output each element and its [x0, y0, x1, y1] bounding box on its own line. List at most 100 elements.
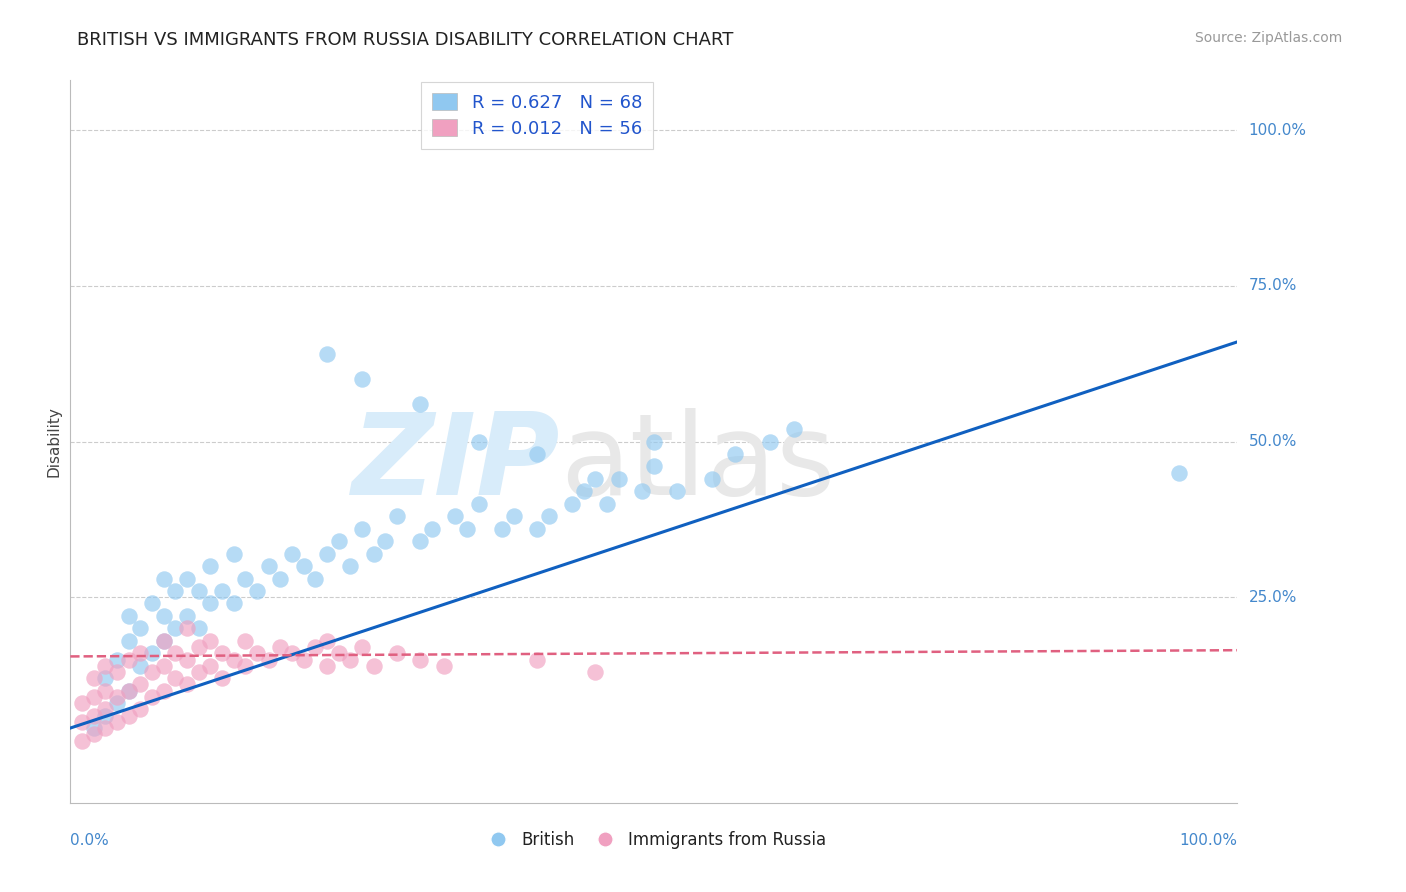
Point	[129, 621, 152, 635]
Point	[176, 621, 198, 635]
Point	[363, 658, 385, 673]
Point	[1167, 466, 1189, 480]
Y-axis label: Disability: Disability	[46, 406, 62, 477]
Point	[537, 509, 560, 524]
Point	[165, 646, 187, 660]
Point	[328, 646, 350, 660]
Point	[702, 472, 724, 486]
Point	[292, 652, 315, 666]
Point	[94, 671, 117, 685]
Point	[467, 434, 491, 449]
Point	[444, 509, 467, 524]
Point	[83, 721, 105, 735]
Point	[70, 714, 93, 729]
Point	[502, 509, 524, 524]
Point	[572, 484, 595, 499]
Point	[328, 534, 350, 549]
Point	[94, 658, 117, 673]
Point	[666, 484, 689, 499]
Text: Source: ZipAtlas.com: Source: ZipAtlas.com	[1195, 31, 1343, 45]
Point	[222, 652, 245, 666]
Point	[257, 559, 280, 574]
Point	[352, 372, 374, 386]
Legend: British, Immigrants from Russia: British, Immigrants from Russia	[475, 824, 832, 856]
Point	[129, 646, 152, 660]
Point	[339, 559, 361, 574]
Point	[176, 572, 198, 586]
Point	[467, 497, 491, 511]
Point	[152, 683, 174, 698]
Point	[222, 547, 245, 561]
Point	[233, 633, 256, 648]
Point	[211, 584, 233, 599]
Point	[316, 347, 339, 361]
Text: 50.0%: 50.0%	[1249, 434, 1296, 449]
Point	[187, 621, 209, 635]
Point	[385, 509, 408, 524]
Point	[374, 534, 396, 549]
Point	[129, 677, 152, 691]
Point	[596, 497, 619, 511]
Text: atlas: atlas	[561, 408, 835, 519]
Point	[607, 472, 630, 486]
Point	[187, 665, 209, 679]
Point	[105, 652, 128, 666]
Text: 100.0%: 100.0%	[1180, 833, 1237, 848]
Point	[83, 708, 105, 723]
Point	[187, 584, 209, 599]
Point	[526, 522, 548, 536]
Point	[643, 459, 665, 474]
Point	[83, 671, 105, 685]
Point	[141, 646, 163, 660]
Point	[233, 572, 256, 586]
Point	[141, 597, 163, 611]
Point	[783, 422, 806, 436]
Point	[105, 714, 128, 729]
Point	[176, 677, 198, 691]
Point	[585, 472, 607, 486]
Point	[200, 597, 222, 611]
Point	[187, 640, 209, 654]
Point	[141, 665, 163, 679]
Point	[118, 633, 141, 648]
Point	[456, 522, 478, 536]
Point	[246, 646, 269, 660]
Point	[233, 658, 256, 673]
Point	[211, 671, 233, 685]
Point	[105, 696, 128, 710]
Point	[83, 727, 105, 741]
Point	[94, 721, 117, 735]
Point	[409, 652, 432, 666]
Point	[352, 522, 374, 536]
Text: BRITISH VS IMMIGRANTS FROM RUSSIA DISABILITY CORRELATION CHART: BRITISH VS IMMIGRANTS FROM RUSSIA DISABI…	[77, 31, 734, 49]
Point	[152, 609, 174, 624]
Point	[561, 497, 583, 511]
Point	[281, 547, 304, 561]
Point	[269, 640, 291, 654]
Point	[70, 733, 93, 747]
Point	[304, 572, 326, 586]
Point	[409, 534, 432, 549]
Point	[94, 702, 117, 716]
Point	[222, 597, 245, 611]
Point	[118, 683, 141, 698]
Point	[759, 434, 782, 449]
Point	[316, 633, 339, 648]
Point	[176, 652, 198, 666]
Point	[129, 702, 152, 716]
Point	[83, 690, 105, 704]
Point	[176, 609, 198, 624]
Point	[420, 522, 443, 536]
Text: 25.0%: 25.0%	[1249, 590, 1296, 605]
Point	[409, 397, 432, 411]
Point	[304, 640, 326, 654]
Point	[246, 584, 269, 599]
Point	[152, 633, 174, 648]
Point	[152, 633, 174, 648]
Point	[631, 484, 654, 499]
Point	[118, 708, 141, 723]
Point	[141, 690, 163, 704]
Point	[118, 683, 141, 698]
Point	[257, 652, 280, 666]
Point	[70, 696, 93, 710]
